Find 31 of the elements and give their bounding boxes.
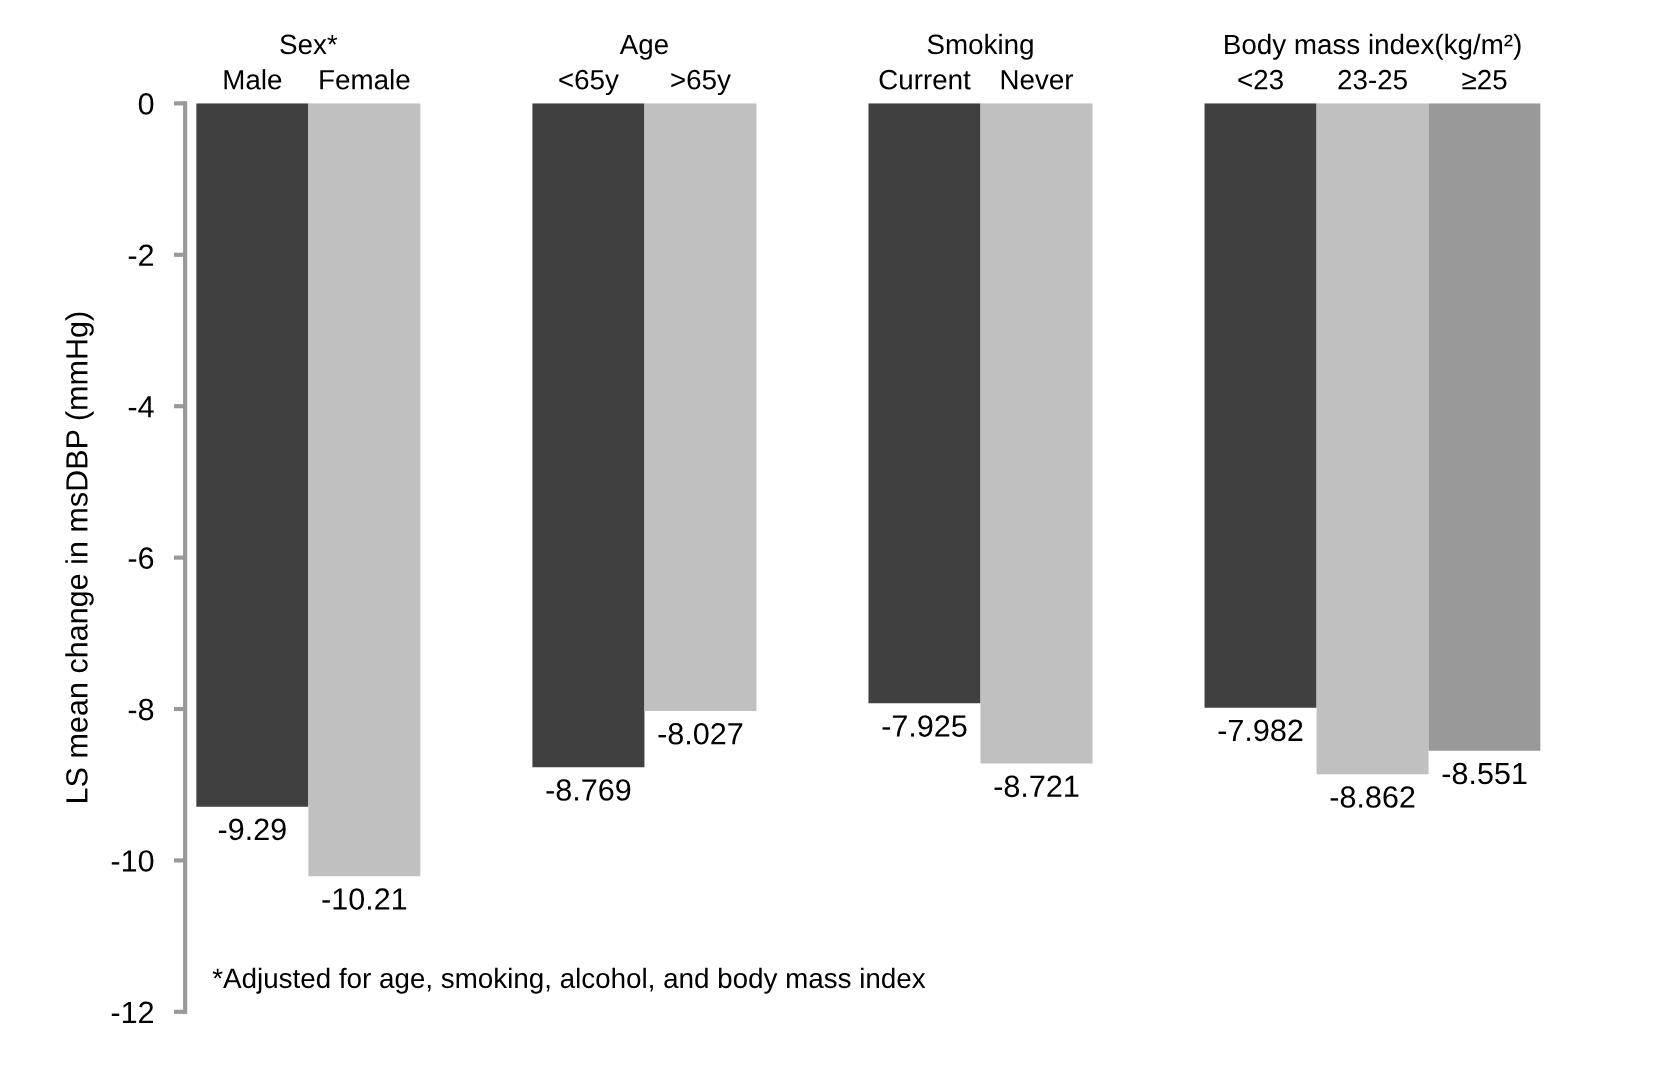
x-tick-label: >65y bbox=[671, 69, 731, 96]
data-label: -8.862 bbox=[1330, 786, 1415, 808]
data-label: -7.982 bbox=[1218, 719, 1303, 742]
x-tick-label: Never bbox=[1001, 70, 1074, 90]
x-tick-label: Male bbox=[224, 69, 282, 90]
x-tick-label: 23-25 bbox=[1338, 69, 1407, 90]
data-label: -10.21 bbox=[322, 888, 407, 910]
y-tick-label: -12 bbox=[111, 1001, 154, 1023]
y-tick-label: -10 bbox=[111, 850, 154, 872]
x-tick-label: ≥25 bbox=[1462, 69, 1507, 90]
data-label: -8.769 bbox=[546, 779, 631, 801]
text: Smoking bbox=[927, 33, 1033, 60]
x-tick-label: Current bbox=[879, 69, 971, 90]
annotation: *Adjusted for age, smoking, alcohol, and body mass index bbox=[212, 967, 926, 994]
x-tick-label: <65y bbox=[559, 69, 619, 96]
data-label: -8.027 bbox=[658, 722, 743, 745]
data-label: -8.721 bbox=[994, 775, 1079, 798]
y-tick-label: -4 bbox=[128, 396, 154, 418]
data-label: -9.29 bbox=[218, 818, 286, 841]
y-tick-label: -2 bbox=[128, 244, 154, 266]
data-label: -7.925 bbox=[882, 715, 967, 737]
y-tick-label: -6 bbox=[128, 547, 154, 569]
text: Sex* bbox=[280, 34, 338, 55]
y-axis-title: LS mean change in msDBP (mmHg) bbox=[65, 312, 94, 802]
y-tick-label: 0 bbox=[138, 93, 154, 115]
data-label: -8.551 bbox=[1442, 762, 1527, 785]
x-tick-label: Female bbox=[320, 69, 410, 90]
x-tick-label: <23 bbox=[1238, 69, 1283, 90]
y-tick-label: -8 bbox=[128, 698, 154, 721]
text: Age bbox=[619, 34, 668, 60]
text: Body mass index(kg/m²) bbox=[1225, 33, 1521, 60]
